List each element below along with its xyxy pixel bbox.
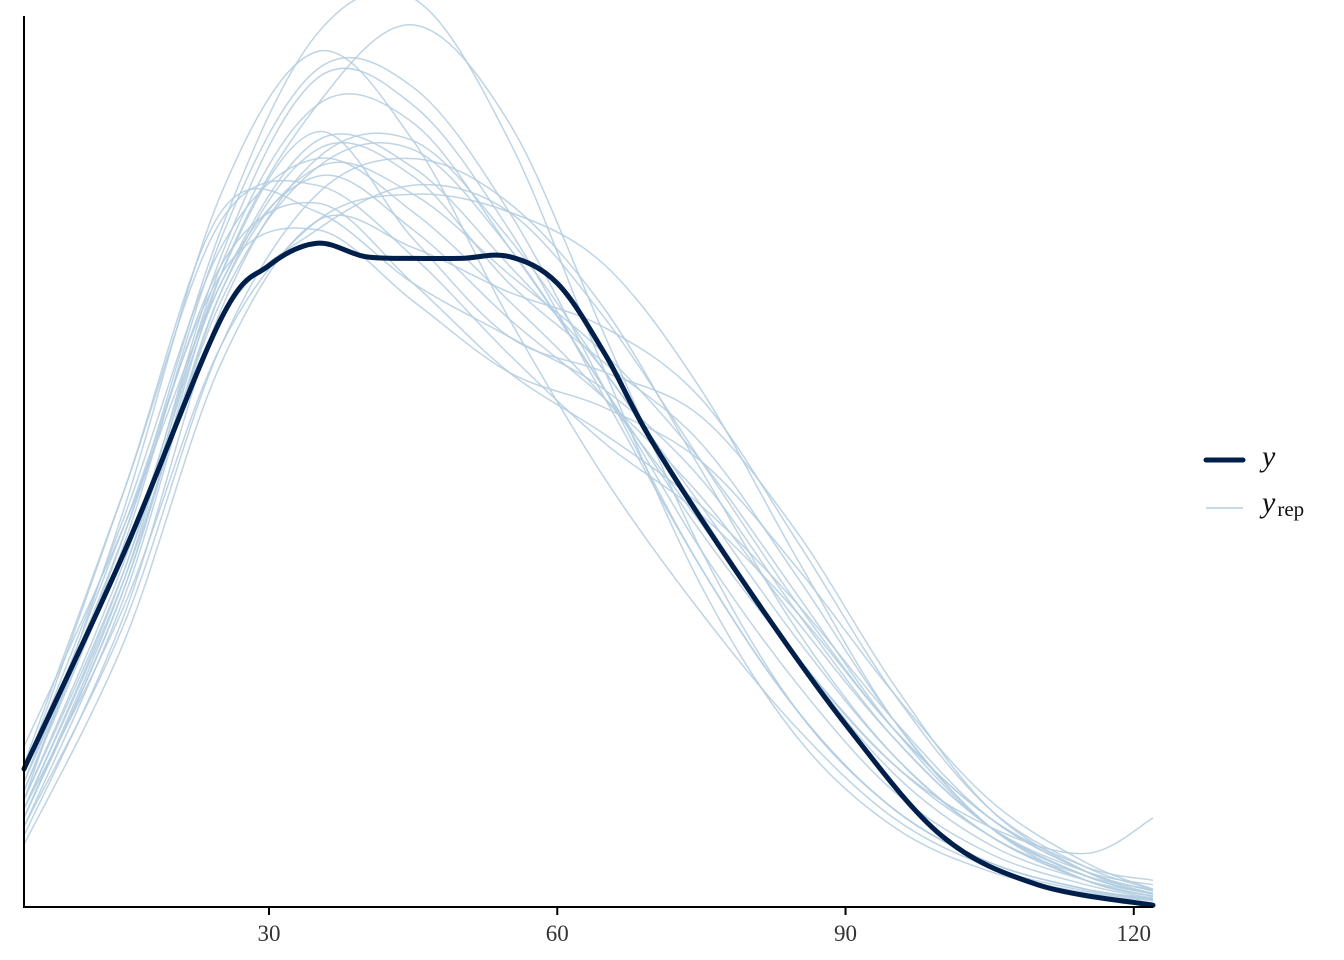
x-tick-label: 60 xyxy=(546,921,569,946)
yrep-line-2 xyxy=(23,93,1154,899)
yrep-line-16 xyxy=(23,157,1154,855)
yrep-line-12 xyxy=(23,179,1154,882)
legend-yrep-name: y xyxy=(1259,486,1276,519)
yrep-line-3 xyxy=(23,49,1154,901)
y-series-group xyxy=(21,240,1156,908)
yrep-line-22 xyxy=(23,141,1154,898)
x-tick-label: 30 xyxy=(258,921,281,946)
yrep-series-group xyxy=(23,0,1154,902)
yrep-line-21 xyxy=(23,201,1154,892)
yrep-line-7 xyxy=(23,183,1154,892)
legend-y-label: y xyxy=(1259,440,1276,473)
legend-yrep-subscript: rep xyxy=(1277,497,1304,521)
yrep-line-18 xyxy=(23,56,1154,899)
x-tick-label: 90 xyxy=(834,921,857,946)
x-tick-label: 120 xyxy=(1117,921,1152,946)
legend: y yrep xyxy=(1203,440,1304,521)
yrep-line-20 xyxy=(23,174,1154,886)
yrep-line-15 xyxy=(23,157,1154,890)
yrep-line-1 xyxy=(23,133,1154,895)
yrep-line-6 xyxy=(23,67,1154,901)
y-line xyxy=(21,240,1156,908)
x-axis-ticks: 30 60 90 120 xyxy=(258,907,1152,946)
yrep-line-4 xyxy=(23,188,1154,895)
yrep-line-10 xyxy=(23,24,1154,900)
yrep-line-5 xyxy=(23,132,1154,898)
yrep-line-14 xyxy=(23,131,1154,895)
yrep-line-9 xyxy=(23,0,1154,902)
legend-yrep-label: yrep xyxy=(1259,486,1304,521)
yrep-line-8 xyxy=(23,141,1154,896)
yrep-line-13 xyxy=(23,193,1154,898)
